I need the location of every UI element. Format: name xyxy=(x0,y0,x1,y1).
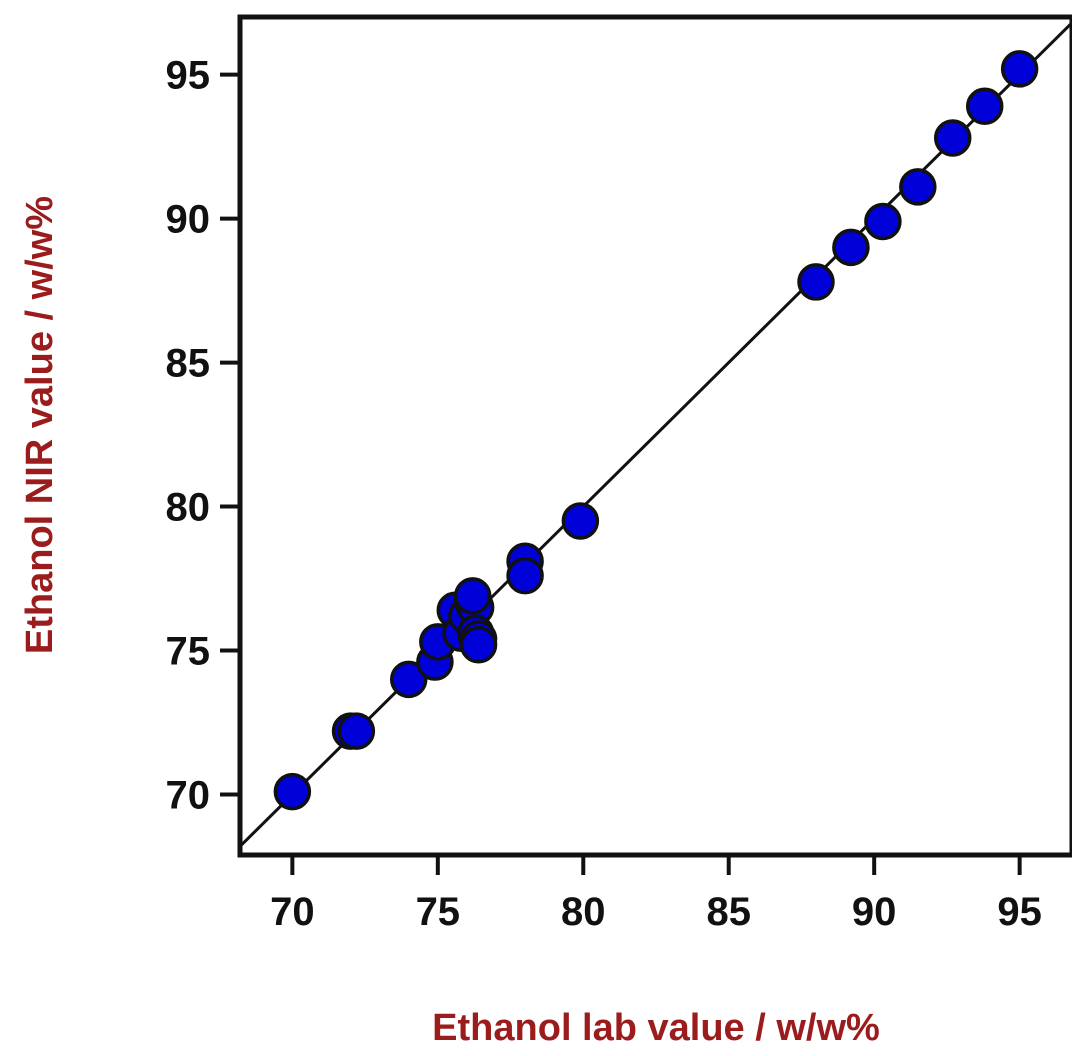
y-tick-label: 70 xyxy=(166,774,211,818)
data-point xyxy=(832,228,870,267)
data-point xyxy=(933,119,972,157)
data-point xyxy=(797,263,835,301)
data-point xyxy=(899,168,937,206)
y-tick-label: 80 xyxy=(166,486,211,530)
x-tick-label: 95 xyxy=(997,890,1042,934)
plot-frame xyxy=(237,14,1072,858)
data-point xyxy=(1000,50,1039,88)
data-point xyxy=(506,556,544,595)
y-axis-title: Ethanol NIR value / w/w% xyxy=(19,196,61,654)
y-tick-label: 85 xyxy=(166,342,211,386)
y-tick-label: 90 xyxy=(166,198,211,242)
y-tick-label: 95 xyxy=(166,54,211,98)
x-tick-label: 75 xyxy=(416,890,461,934)
y-tick-label: 75 xyxy=(166,630,211,674)
data-point xyxy=(389,660,428,699)
x-axis-title: Ethanol lab value / w/w% xyxy=(432,1007,880,1049)
data-point xyxy=(337,712,376,750)
data-point xyxy=(453,577,492,615)
data-point xyxy=(561,502,600,540)
x-tick-label: 70 xyxy=(270,890,315,934)
data-point xyxy=(965,87,1004,126)
x-tick-label: 85 xyxy=(706,890,751,934)
x-tick-label: 90 xyxy=(852,890,897,934)
data-point xyxy=(864,202,902,241)
data-point xyxy=(459,626,498,664)
x-tick-label: 80 xyxy=(561,890,606,934)
data-point xyxy=(273,772,312,811)
